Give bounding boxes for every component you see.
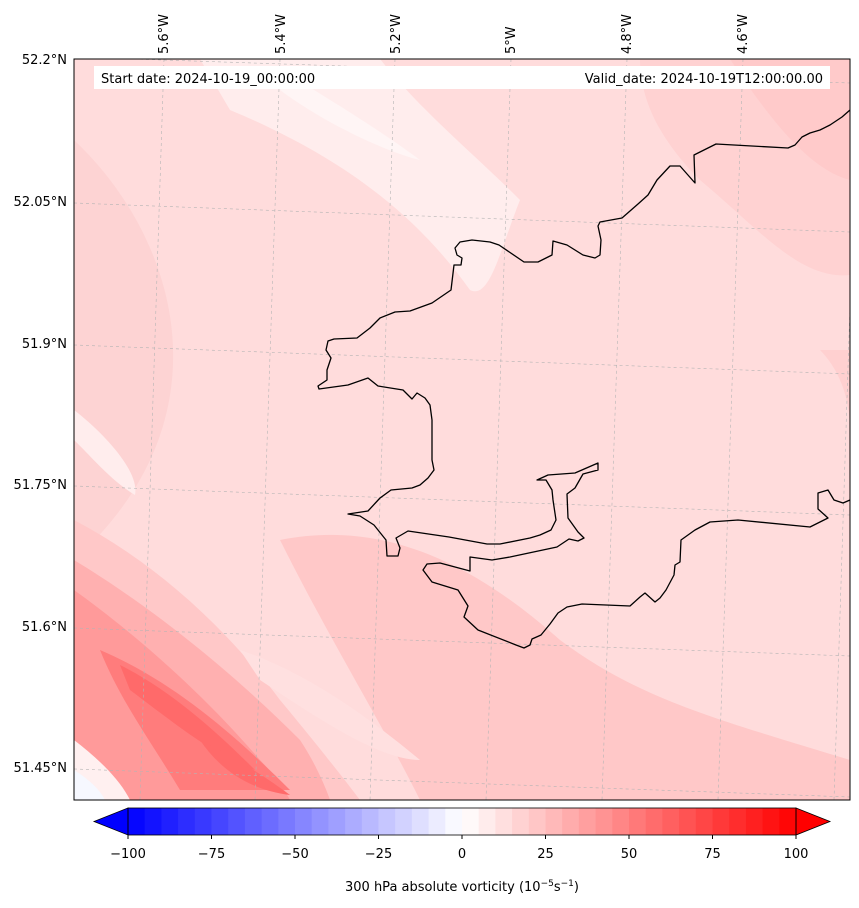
colorbar-segment [695, 808, 713, 835]
lat-tick-label: 51.9°N [22, 337, 67, 352]
lon-tick-label: 5.4°W [274, 14, 289, 54]
colorbar-segment [395, 808, 413, 835]
lon-tick-label: 5.6°W [157, 14, 172, 54]
lon-tick-label: 5.2°W [389, 14, 404, 54]
colorbar-segment [228, 808, 246, 835]
colorbar-segment [261, 808, 279, 835]
colorbar-segment [478, 808, 496, 835]
colorbar-tick-label: 100 [784, 847, 809, 862]
colorbar-extend-high [795, 807, 832, 836]
colorbar-segment [411, 808, 429, 835]
colorbar-segment [144, 808, 162, 835]
lon-tick-labels: 5.6°W 5.4°W 5.2°W 5°W 4.8°W 4.6°W [157, 14, 751, 54]
header-box: Start date: 2024-10-19_00:00:00 Valid_da… [94, 66, 830, 89]
colorbar-ticks: −100 −75 −50 −25 0 25 50 75 100 [110, 835, 808, 862]
colorbar-segments [128, 808, 797, 835]
valid-date-label: Valid_date: 2024-10-19T12:00:00.00 [585, 72, 823, 87]
colorbar-tick-label: −100 [110, 847, 146, 862]
colorbar-tick-label: −75 [198, 847, 225, 862]
colorbar-segment [562, 808, 580, 835]
field-lower-band-b [280, 534, 850, 800]
coastline [317, 109, 850, 649]
field-right-edge [820, 350, 850, 430]
colorbar-segment [729, 808, 747, 835]
colorbar-segment [361, 808, 379, 835]
colorbar-segment [779, 808, 797, 835]
colorbar-extend-low [92, 807, 129, 836]
header-background [94, 66, 830, 89]
colorbar-segment [662, 808, 680, 835]
colorbar-segment [679, 808, 697, 835]
colorbar-segment [161, 808, 179, 835]
colorbar-segment [278, 808, 296, 835]
colorbar-segment [244, 808, 262, 835]
colorbar-segment [629, 808, 647, 835]
lon-tick-label: 5°W [504, 26, 519, 54]
colorbar-segment [178, 808, 196, 835]
colorbar-tick-label: −25 [365, 847, 392, 862]
colorbar-segment [128, 808, 146, 835]
colorbar-segment [612, 808, 630, 835]
field-upper-right-core [730, 59, 850, 180]
field-low-band-top-core [280, 75, 420, 160]
colorbar-segment [194, 808, 212, 835]
colorbar-title: 300 hPa absolute vorticity (10−5s−1) [345, 879, 579, 895]
colorbar-segment [745, 808, 763, 835]
field-core-peak-b [200, 740, 290, 795]
colorbar-segment [462, 808, 480, 835]
colorbar-tick-label: 75 [704, 847, 721, 862]
colorbar-segment [345, 808, 363, 835]
colorbar-segment [512, 808, 530, 835]
colorbar-segment [712, 808, 730, 835]
colorbar-segment [328, 808, 346, 835]
colorbar-segment [762, 808, 780, 835]
colorbar-segment [595, 808, 613, 835]
colorbar-segment [445, 808, 463, 835]
colorbar-segment [578, 808, 596, 835]
colorbar-tick-label: 50 [621, 847, 638, 862]
colorbar-segment [295, 808, 313, 835]
colorbar-tick-label: 0 [458, 847, 466, 862]
lat-tick-labels: 52.2°N 52.05°N 51.9°N 51.75°N 51.6°N 51.… [14, 53, 67, 776]
lon-tick-label: 4.8°W [620, 14, 635, 54]
lat-tick-label: 52.2°N [22, 53, 67, 68]
map-frame [73, 58, 851, 801]
colorbar-segment [495, 808, 513, 835]
field-core-peak-a [120, 665, 255, 770]
lon-tick-label: 4.6°W [736, 14, 751, 54]
coastline-north [317, 109, 850, 649]
colorbar-segment [378, 808, 396, 835]
lat-tick-label: 52.05°N [14, 195, 67, 210]
colorbar: −100 −75 −50 −25 0 25 50 75 100 300 hPa … [92, 807, 832, 895]
colorbar-segment [528, 808, 546, 835]
field-corner-blue [74, 770, 105, 800]
field-light-streak [240, 650, 420, 760]
map-panel: Start date: 2024-10-19_00:00:00 Valid_da… [73, 58, 851, 801]
lat-tick-label: 51.75°N [14, 478, 67, 493]
colorbar-tick-label: −50 [281, 847, 308, 862]
lat-tick-label: 51.6°N [22, 620, 67, 635]
field-low-blob-left [74, 410, 136, 495]
colorbar-segment [211, 808, 229, 835]
colorbar-segment [428, 808, 446, 835]
lat-tick-label: 51.45°N [14, 761, 67, 776]
vorticity-field [74, 59, 850, 800]
colorbar-segment [645, 808, 663, 835]
start-date-label: Start date: 2024-10-19_00:00:00 [101, 72, 315, 87]
colorbar-segment [545, 808, 563, 835]
colorbar-tick-label: 25 [537, 847, 554, 862]
colorbar-segment [311, 808, 329, 835]
field-low-band-top [200, 59, 520, 292]
